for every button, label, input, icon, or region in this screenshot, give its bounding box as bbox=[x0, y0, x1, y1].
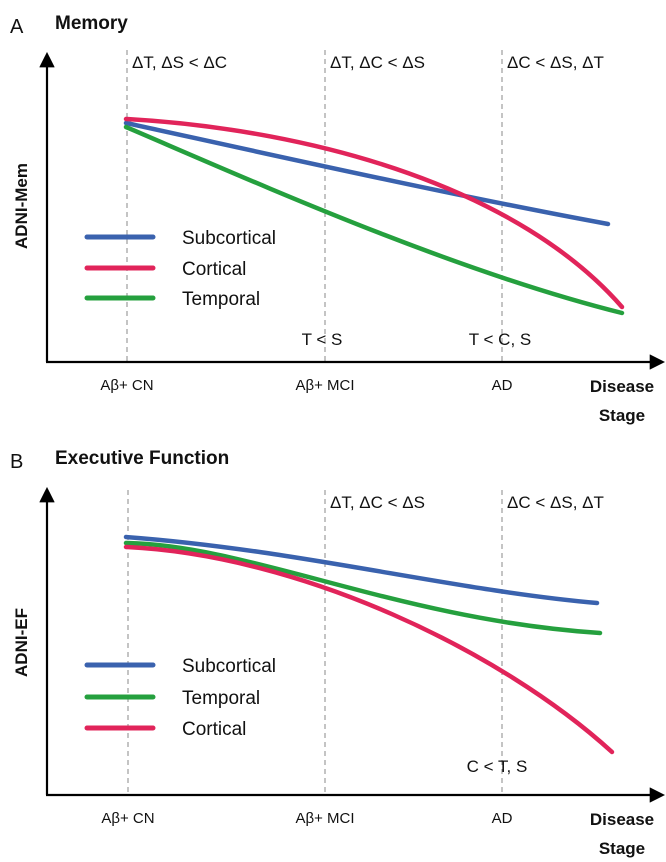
legend-label: Cortical bbox=[182, 719, 246, 740]
top-annotation: ΔT, ΔC < ΔS bbox=[330, 53, 425, 72]
stage-label: AD bbox=[492, 810, 513, 827]
trajectory-curve bbox=[123, 540, 603, 636]
y-axis-label: ADNI-EF bbox=[12, 608, 31, 677]
panel-letter: A bbox=[10, 16, 24, 38]
panel-letter: B bbox=[10, 451, 23, 473]
x-axis-label: Disease bbox=[590, 377, 654, 396]
top-annotation: ΔC < ΔS, ΔT bbox=[507, 53, 604, 72]
trajectory-curve bbox=[123, 544, 615, 755]
stage-label: Aβ+ MCI bbox=[295, 377, 354, 394]
stage-label: AD bbox=[492, 377, 513, 394]
bottom-annotation: T < C, S bbox=[469, 330, 532, 349]
bottom-annotation: T < S bbox=[302, 330, 343, 349]
top-annotation: ΔT, ΔC < ΔS bbox=[330, 493, 425, 512]
x-axis-label: Disease bbox=[590, 810, 654, 829]
trajectory-curve bbox=[123, 120, 611, 227]
stage-label: Aβ+ CN bbox=[100, 377, 153, 394]
panel-title: Memory bbox=[55, 13, 128, 34]
legend-label: Subcortical bbox=[182, 656, 276, 677]
trajectory-curve bbox=[123, 124, 625, 316]
y-axis-label: ADNI-Mem bbox=[12, 163, 31, 249]
trajectory-curve bbox=[123, 116, 625, 310]
top-annotation: ΔT, ΔS < ΔC bbox=[132, 53, 227, 72]
legend-label: Cortical bbox=[182, 259, 246, 280]
trajectory-curve bbox=[123, 534, 600, 606]
legend-label: Temporal bbox=[182, 289, 260, 310]
panel-title: Executive Function bbox=[55, 448, 229, 469]
legend-label: Subcortical bbox=[182, 228, 276, 249]
top-annotation: ΔC < ΔS, ΔT bbox=[507, 493, 604, 512]
x-axis-label: Stage bbox=[599, 406, 645, 425]
bottom-annotation: C < T, S bbox=[467, 757, 528, 776]
legend-label: Temporal bbox=[182, 688, 260, 709]
stage-label: Aβ+ CN bbox=[101, 810, 154, 827]
stage-label: Aβ+ MCI bbox=[295, 810, 354, 827]
x-axis-label: Stage bbox=[599, 839, 645, 858]
